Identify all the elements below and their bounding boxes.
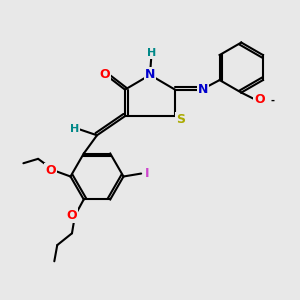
Text: N: N xyxy=(145,68,155,81)
Text: O: O xyxy=(46,164,56,177)
Text: O: O xyxy=(254,93,265,106)
Text: O: O xyxy=(99,68,110,81)
Text: H: H xyxy=(70,124,80,134)
Text: H: H xyxy=(147,48,156,58)
Text: N: N xyxy=(198,83,208,96)
Text: -: - xyxy=(270,96,274,106)
Text: S: S xyxy=(176,112,185,126)
Text: O: O xyxy=(66,209,77,222)
Text: I: I xyxy=(145,167,149,180)
